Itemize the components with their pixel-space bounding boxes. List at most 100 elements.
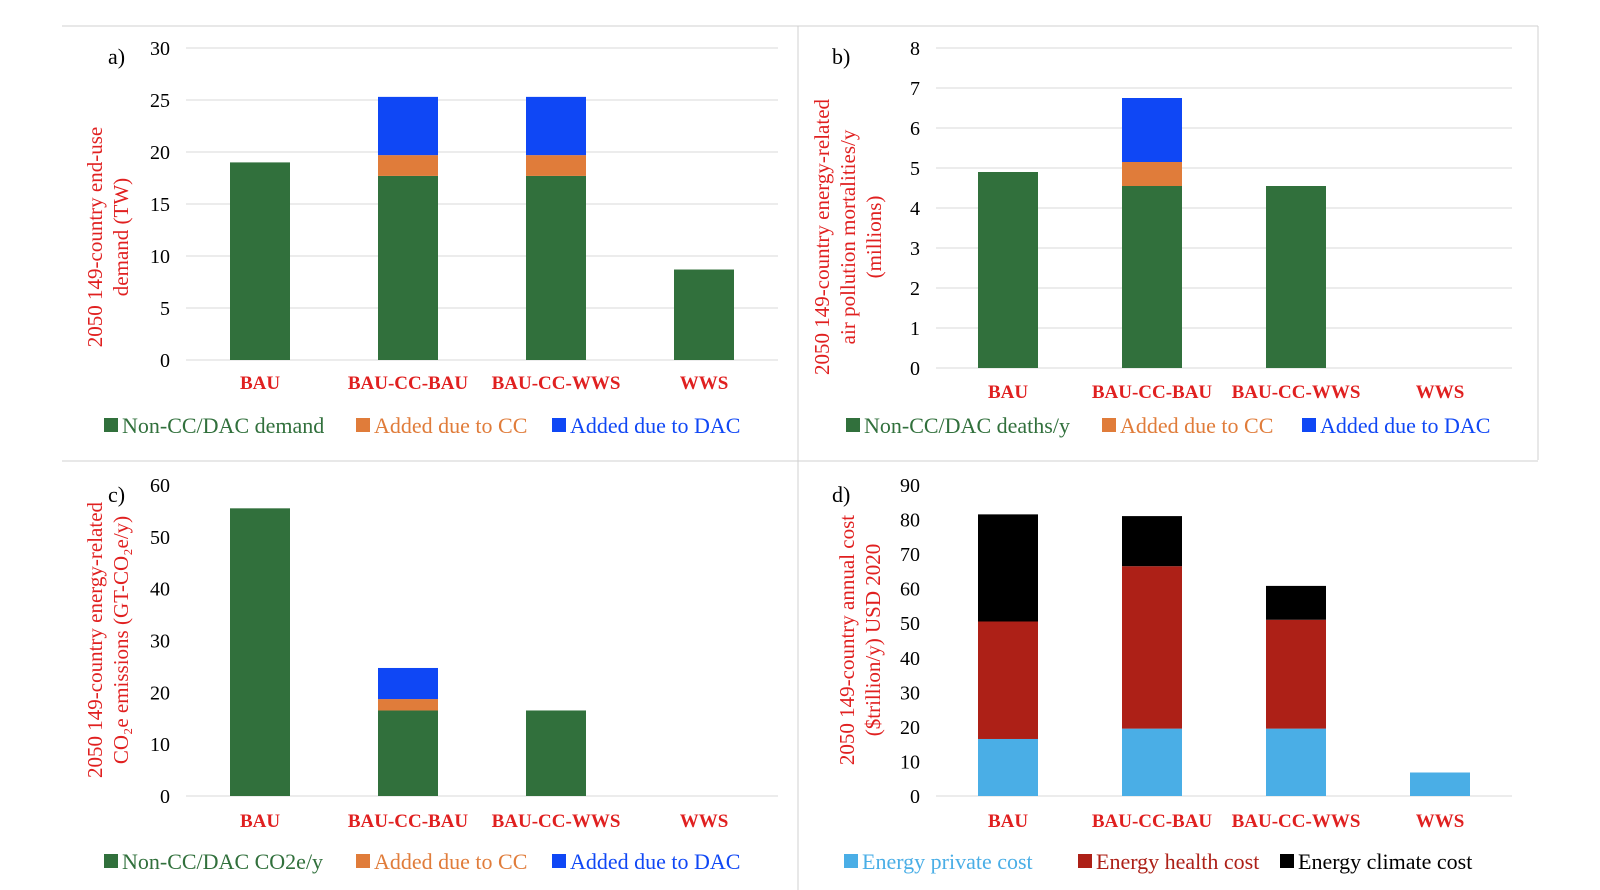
panel-d: 0 10 20 30 40 50 60 70 80 90 d) 2050 149-country an… — [832, 475, 1512, 874]
y-axis-title: 2050 149-country energy-related CO₂e emis… — [83, 501, 133, 778]
bar-segment — [378, 96, 438, 156]
category-label: BAU-CC-WWS — [492, 811, 621, 832]
bar-segment — [1122, 728, 1182, 796]
category-label: BAU-CC-WWS — [1232, 382, 1361, 403]
legend-label: Added due to CC — [1120, 413, 1273, 438]
y-tick-label: 40 — [150, 579, 170, 601]
legend-label: Non-CC/DAC deaths/y — [864, 413, 1070, 438]
panel-label: b) — [832, 44, 850, 69]
y-tick-label: 3 — [910, 238, 920, 260]
y-tick-label: 40 — [900, 648, 920, 670]
y-tick-label: 10 — [900, 751, 920, 773]
y-tick-label: 70 — [900, 544, 920, 566]
y-tick-label: 30 — [900, 682, 920, 704]
y-tick-label: 50 — [900, 613, 920, 635]
y-tick-label: 0 — [160, 786, 170, 808]
category-label: WWS — [680, 811, 729, 832]
bar-segment — [378, 667, 438, 700]
category-label: BAU — [240, 811, 280, 832]
category-label: BAU-CC-WWS — [492, 373, 621, 394]
bar-segment — [378, 710, 438, 796]
y-tick-label: 15 — [150, 194, 170, 216]
y-axis-title-line: (millions) — [862, 196, 886, 279]
y-tick-label: 2 — [910, 278, 920, 300]
bar-segment — [1122, 566, 1182, 729]
bar-segment — [1266, 186, 1326, 368]
bar-segment — [1266, 619, 1326, 729]
bar-segment — [978, 621, 1038, 739]
legend-label: Non-CC/DAC demand — [122, 413, 324, 438]
y-axis-title-line: air pollution mortalities/y — [836, 129, 860, 344]
y-tick-label: 30 — [150, 631, 170, 653]
y-axis-title-line: 2050 149-country energy-related — [83, 501, 107, 778]
bar-segment — [378, 175, 438, 360]
bar-segment — [1266, 585, 1326, 620]
legend-swatch — [844, 854, 858, 868]
panel-a: 0 5 10 15 20 25 30 a) 2050 149-country end-use de… — [83, 38, 778, 438]
bar-segment — [526, 710, 586, 796]
category-label: WWS — [680, 373, 729, 394]
bar-segment — [1122, 162, 1182, 186]
bar-segment — [526, 175, 586, 360]
legend-swatch — [104, 854, 118, 868]
bar-segment — [378, 699, 438, 711]
bar-segment — [526, 96, 586, 156]
y-axis-title-line: demand (TW) — [109, 178, 133, 296]
legend-label: Added due to DAC — [570, 849, 740, 874]
panel-c: 0 10 20 30 40 50 60 c)2050 149-country energy-r… — [83, 475, 778, 874]
y-tick-label: 8 — [910, 38, 920, 60]
bar-segment — [978, 172, 1038, 368]
y-tick-label: 50 — [150, 527, 170, 549]
y-axis-title: 2050 149-country energy-related air pollu… — [810, 98, 886, 375]
bar-segment — [230, 508, 290, 796]
legend-swatch — [846, 418, 860, 432]
category-label: BAU — [988, 811, 1028, 832]
y-tick-label: 0 — [910, 786, 920, 808]
y-axis-title-line: 2050 149-country end-use — [83, 127, 107, 347]
category-label: WWS — [1416, 382, 1465, 403]
y-tick-label: 5 — [160, 298, 170, 320]
panel-label: c) — [108, 482, 125, 507]
y-tick-label: 25 — [150, 90, 170, 112]
y-tick-label: 20 — [150, 142, 170, 164]
legend-label: Added due to DAC — [570, 413, 740, 438]
category-label: BAU-CC-BAU — [1092, 811, 1213, 832]
legend-swatch — [1280, 854, 1294, 868]
legend-label: Energy health cost — [1096, 849, 1259, 874]
y-axis-title-line: 2050 149-country energy-related — [810, 98, 834, 375]
bar-segment — [978, 514, 1038, 622]
y-axis-title-line: CO₂e emissions (GT-CO₂e/y) — [109, 516, 133, 764]
y-tick-label: 0 — [160, 350, 170, 372]
y-tick-label: 20 — [150, 682, 170, 704]
y-tick-label: 20 — [900, 717, 920, 739]
y-tick-label: 10 — [150, 734, 170, 756]
panel-label: d) — [832, 482, 850, 507]
category-label: BAU-CC-BAU — [1092, 382, 1213, 403]
bar-segment — [1122, 186, 1182, 368]
y-tick-label: 1 — [910, 318, 920, 340]
bar-segment — [1410, 772, 1470, 796]
legend-label: Non-CC/DAC CO2e/y — [122, 849, 323, 874]
bar-segment — [230, 162, 290, 360]
y-axis-title: 2050 149-country annual cost ($trillion/y… — [835, 515, 885, 765]
bar-segment — [1122, 98, 1182, 162]
y-tick-label: 0 — [910, 358, 920, 380]
category-label: BAU-CC-WWS — [1232, 811, 1361, 832]
bar-segment — [978, 738, 1038, 796]
y-tick-label: 10 — [150, 246, 170, 268]
legend-swatch — [104, 418, 118, 432]
y-tick-label: 6 — [910, 118, 920, 140]
legend-label: Added due to CC — [374, 413, 527, 438]
category-label: BAU — [240, 373, 280, 394]
legend-swatch — [1078, 854, 1092, 868]
legend-swatch — [552, 418, 566, 432]
legend-label: Energy climate cost — [1298, 849, 1472, 874]
category-label: BAU-CC-BAU — [348, 373, 469, 394]
legend-swatch — [356, 854, 370, 868]
legend-label: Added due to DAC — [1320, 413, 1490, 438]
y-tick-label: 30 — [150, 38, 170, 60]
legend-label: Added due to CC — [374, 849, 527, 874]
legend-swatch — [1102, 418, 1116, 432]
y-axis-title-line: 2050 149-country annual cost — [835, 515, 859, 765]
